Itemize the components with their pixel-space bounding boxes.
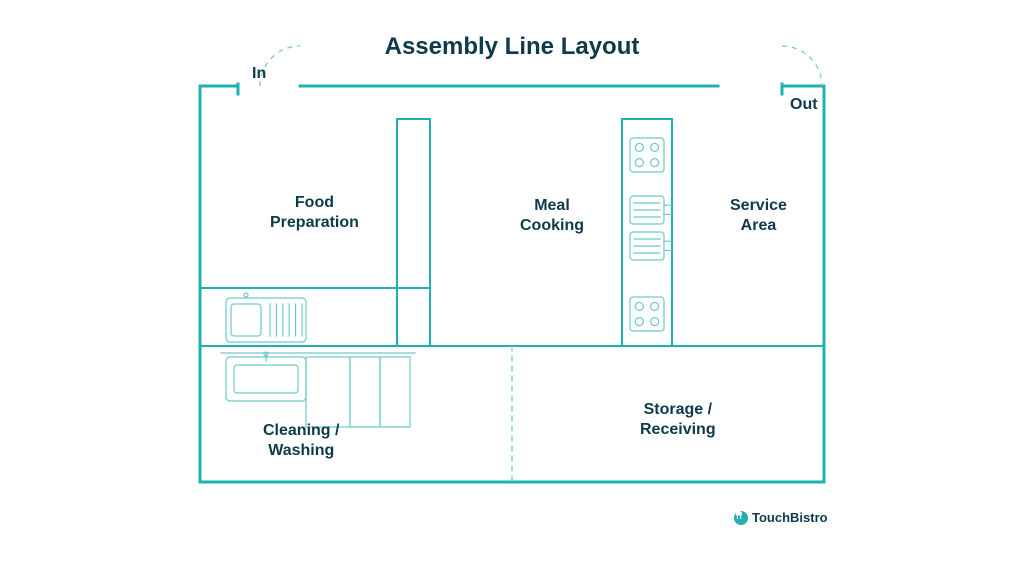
label-service: Service Area — [730, 196, 787, 236]
label-storage: Storage / Receiving — [640, 400, 716, 440]
label-cleaning: Cleaning / Washing — [263, 421, 339, 461]
label-out: Out — [790, 95, 818, 115]
label-meal-cook: Meal Cooking — [520, 196, 584, 236]
page-title: Assembly Line Layout — [0, 33, 1024, 61]
label-food-prep: Food Preparation — [270, 193, 359, 233]
diagram-canvas: Assembly Line Layout In Out Food Prepara… — [0, 0, 1024, 576]
label-in: In — [252, 64, 266, 84]
floorplan-svg — [0, 0, 1024, 576]
brand-icon — [734, 511, 748, 525]
brand-logo: TouchBistro — [734, 510, 828, 525]
brand-text: TouchBistro — [752, 510, 828, 525]
